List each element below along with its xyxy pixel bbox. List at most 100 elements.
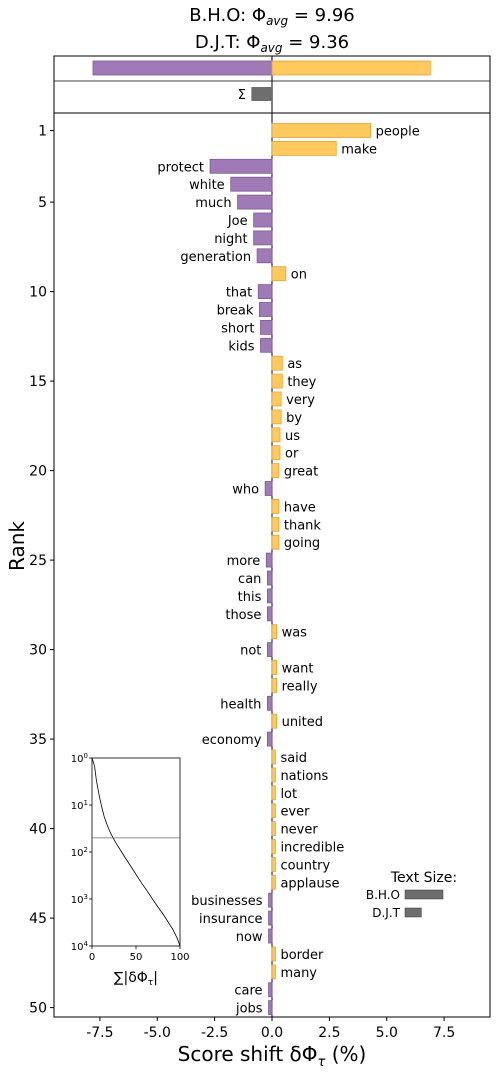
word-bar-more bbox=[265, 552, 273, 568]
word-label-jobs: jobs bbox=[235, 1002, 263, 1017]
word-bar-health bbox=[267, 695, 273, 711]
word-label-economy: economy bbox=[202, 733, 262, 748]
x-tick-label-1: -5.0 bbox=[144, 1025, 171, 1041]
word-bar-great bbox=[271, 463, 280, 479]
chart-title-line1: B.H.O: Φavg = 9.96 bbox=[189, 5, 355, 28]
word-label-now: now bbox=[236, 930, 263, 945]
word-bar-Joe bbox=[253, 212, 273, 228]
word-bar-nations bbox=[271, 767, 276, 783]
word-bar-that bbox=[257, 284, 273, 300]
y-tick-label-10: 10 bbox=[29, 285, 47, 301]
word-bar-very bbox=[271, 391, 282, 407]
word-label-those: those bbox=[225, 608, 261, 623]
y-tick-label-30: 30 bbox=[29, 643, 47, 659]
word-bar-break bbox=[258, 302, 273, 317]
word-bar-or bbox=[271, 445, 281, 461]
text-size-label-1: D.J.T bbox=[372, 906, 400, 920]
y-axis-label: Rank bbox=[5, 521, 29, 571]
word-bar-on bbox=[271, 266, 287, 282]
x-tick-label-5: 5.0 bbox=[376, 1025, 398, 1041]
word-bar-border bbox=[271, 946, 276, 962]
word-label-applause: applause bbox=[280, 876, 339, 891]
word-bar-ever bbox=[271, 803, 276, 819]
word-bar-incredible bbox=[271, 839, 276, 854]
word-bar-united bbox=[271, 713, 277, 729]
word-bar-who bbox=[264, 481, 273, 496]
word-label-as: as bbox=[287, 357, 302, 372]
word-label-was: was bbox=[282, 626, 308, 641]
word-label-more: more bbox=[227, 554, 261, 569]
word-bar-jobs bbox=[268, 1000, 273, 1015]
summary-bar-left bbox=[92, 60, 273, 76]
inset-frame bbox=[91, 757, 181, 947]
word-bar-can bbox=[267, 570, 273, 586]
text-size-title: Text Size: bbox=[390, 870, 457, 886]
word-bar-not bbox=[267, 642, 273, 657]
word-bar-lot bbox=[271, 785, 276, 801]
sigma-bar bbox=[251, 87, 272, 101]
word-bar-thank bbox=[271, 516, 280, 532]
y-tick-label-25: 25 bbox=[29, 553, 47, 569]
inset-x-tick-label-0: 0 bbox=[89, 952, 95, 963]
word-label-short: short bbox=[221, 321, 254, 336]
word-label-or: or bbox=[285, 447, 299, 462]
word-bar-by bbox=[271, 409, 282, 425]
word-label-really: really bbox=[282, 679, 318, 694]
word-bar-as bbox=[271, 355, 283, 371]
word-label-night: night bbox=[214, 232, 247, 247]
inset-x-tick-label-2: 100 bbox=[170, 952, 189, 963]
word-bar-have bbox=[271, 498, 280, 514]
word-bar-was bbox=[271, 624, 277, 640]
word-label-make: make bbox=[341, 142, 377, 157]
y-tick-label-40: 40 bbox=[29, 822, 47, 838]
word-bar-going bbox=[271, 534, 280, 550]
word-bar-said bbox=[271, 749, 276, 765]
word-bar-people bbox=[271, 123, 372, 138]
y-tick-label-15: 15 bbox=[29, 374, 47, 390]
word-bar-now bbox=[268, 928, 273, 944]
word-label-great: great bbox=[284, 465, 318, 480]
word-label-not: not bbox=[240, 644, 261, 659]
word-label-white: white bbox=[189, 178, 225, 193]
word-label-want: want bbox=[282, 662, 314, 677]
word-label-have: have bbox=[284, 500, 316, 515]
word-label-united: united bbox=[282, 715, 323, 730]
word-label-by: by bbox=[286, 411, 302, 426]
word-label-us: us bbox=[285, 429, 300, 444]
word-label-protect: protect bbox=[157, 160, 204, 175]
word-label-Joe: Joe bbox=[227, 214, 248, 229]
y-tick-label-50: 50 bbox=[29, 1001, 47, 1017]
word-bar-businesses bbox=[268, 892, 273, 908]
inset-x-tick-label-1: 50 bbox=[130, 952, 143, 963]
word-label-that: that bbox=[226, 286, 252, 301]
text-size-bar-1 bbox=[404, 907, 422, 918]
chart-title-line2: D.J.T: Φavg = 9.36 bbox=[195, 32, 349, 55]
word-label-this: this bbox=[238, 590, 262, 605]
main-panel: people make protect white much Joe night genera… bbox=[29, 112, 491, 1041]
word-bar-they bbox=[271, 373, 283, 389]
word-bar-make bbox=[271, 140, 337, 156]
x-tick-label-4: 2.5 bbox=[318, 1025, 340, 1041]
text-size-legend: Text Size: B.H.O D.J.T bbox=[366, 870, 457, 920]
y-tick-label-20: 20 bbox=[29, 464, 47, 480]
word-bar-economy bbox=[267, 731, 273, 747]
word-label-people: people bbox=[376, 125, 420, 140]
word-label-care: care bbox=[234, 984, 262, 999]
word-bar-protect bbox=[209, 158, 273, 174]
sigma-label: Σ bbox=[238, 88, 246, 103]
word-bar-many bbox=[271, 964, 276, 980]
word-label-incredible: incredible bbox=[280, 841, 344, 856]
word-label-health: health bbox=[220, 697, 261, 712]
word-label-said: said bbox=[280, 751, 307, 766]
word-bar-applause bbox=[271, 874, 276, 890]
text-size-label-0: B.H.O bbox=[366, 888, 400, 902]
word-label-ever: ever bbox=[280, 805, 310, 820]
word-label-thank: thank bbox=[284, 518, 322, 533]
word-bar-really bbox=[271, 678, 277, 693]
x-tick-label-6: 7.5 bbox=[433, 1025, 455, 1041]
x-tick-label-2: -2.5 bbox=[201, 1025, 228, 1041]
word-label-insurance: insurance bbox=[199, 912, 263, 927]
word-label-they: they bbox=[287, 375, 316, 390]
